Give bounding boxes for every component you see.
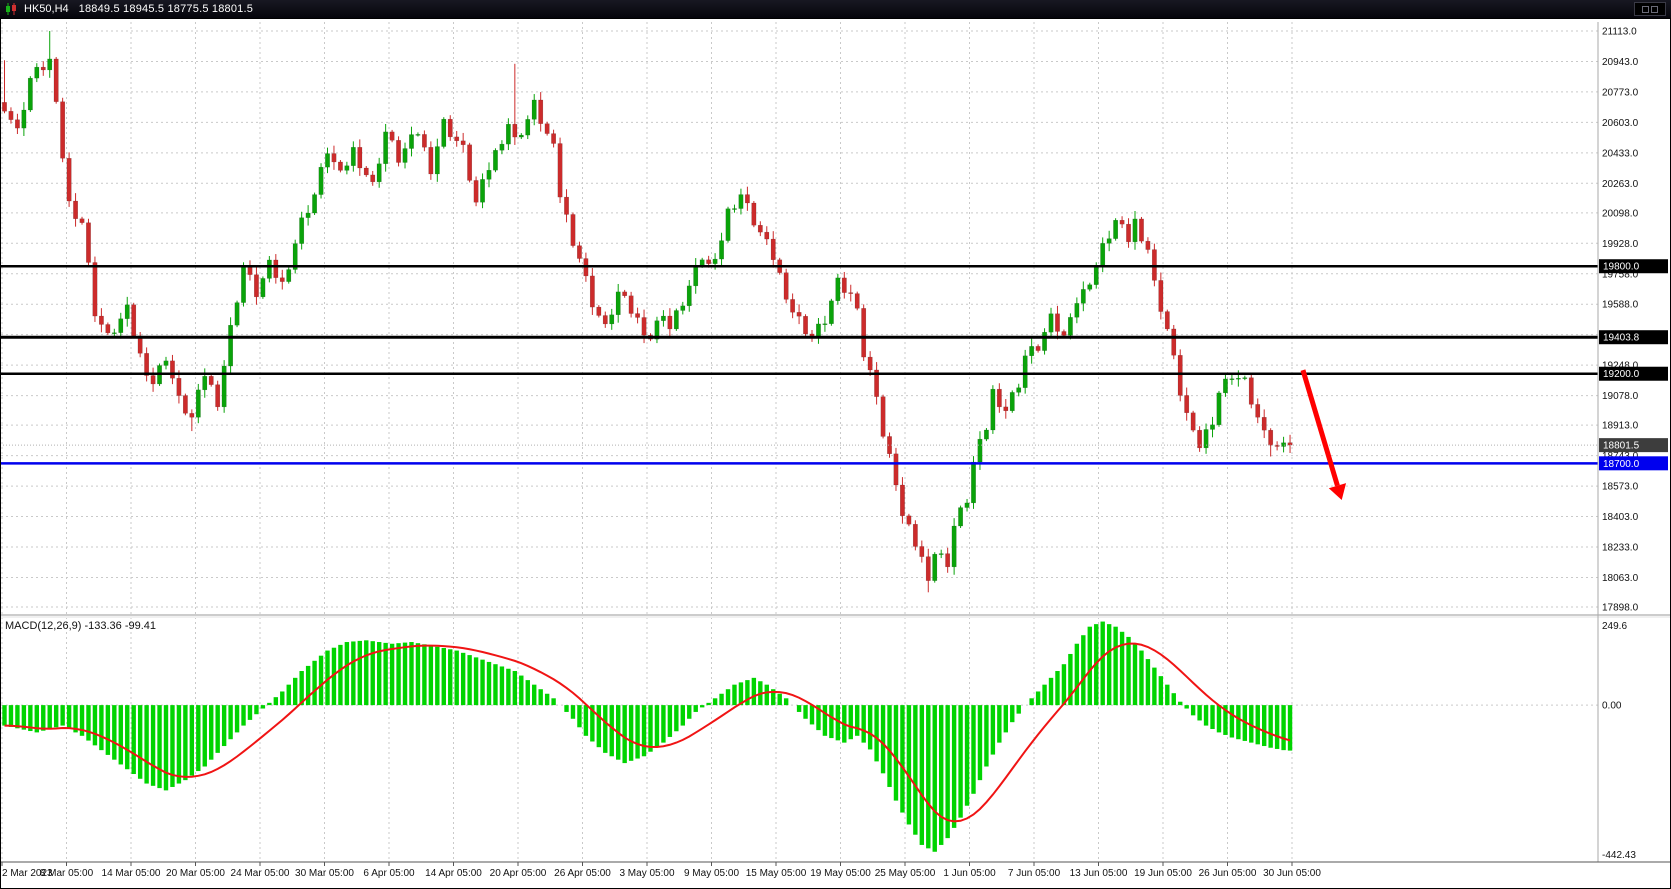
candlestick-chart-icon: [5, 3, 18, 15]
price-label-18700.0: [1599, 456, 1668, 471]
svg-text:26 Jun 05:00: 26 Jun 05:00: [1199, 868, 1257, 879]
svg-text:18403.0: 18403.0: [1602, 512, 1639, 523]
svg-text:18063.0: 18063.0: [1602, 573, 1639, 584]
svg-text:18913.0: 18913.0: [1602, 421, 1639, 432]
close-icon[interactable]: [1651, 5, 1658, 13]
chart-body: 21113.0 20943.0 20773.0 20603.0 20433.0 20263…: [0, 18, 1671, 889]
svg-text:19758.0: 19758.0: [1602, 269, 1639, 280]
svg-text:19928.0: 19928.0: [1602, 239, 1639, 250]
price-label-19800.0: [1599, 259, 1668, 274]
svg-text:17898.0: 17898.0: [1602, 603, 1639, 614]
svg-text:24 Mar 05:00: 24 Mar 05:00: [231, 868, 290, 879]
svg-text:19248.0: 19248.0: [1602, 361, 1639, 372]
trend-arrow[interactable]: [1300, 369, 1340, 487]
svg-text:19588.0: 19588.0: [1602, 300, 1639, 311]
svg-text:14 Mar 05:00: 14 Mar 05:00: [102, 868, 161, 879]
macd-histogram: [2, 621, 1293, 852]
svg-text:0.00: 0.00: [1602, 701, 1622, 712]
svg-text:18700.0: 18700.0: [1603, 459, 1640, 470]
svg-text:30 Jun 05:00: 30 Jun 05:00: [1263, 868, 1321, 879]
svg-text:19200.0: 19200.0: [1603, 369, 1640, 380]
svg-text:13 Jun 05:00: 13 Jun 05:00: [1070, 868, 1128, 879]
svg-text:7 Jun 05:00: 7 Jun 05:00: [1008, 868, 1061, 879]
restore-icon[interactable]: [1642, 5, 1649, 13]
svg-text:20433.0: 20433.0: [1602, 148, 1639, 159]
pane-separator[interactable]: [0, 614, 1671, 618]
svg-text:20098.0: 20098.0: [1602, 208, 1639, 219]
svg-text:2 Mar 2023: 2 Mar 2023: [2, 868, 53, 879]
svg-text:8 Mar 05:00: 8 Mar 05:00: [40, 868, 94, 879]
svg-text:19 Jun 05:00: 19 Jun 05:00: [1134, 868, 1192, 879]
svg-text:19800.0: 19800.0: [1603, 262, 1640, 273]
svg-text:-442.43: -442.43: [1602, 850, 1636, 861]
chart-ohlc-values: 18849.5 18945.5 18775.5 18801.5: [78, 3, 254, 15]
svg-text:19403.8: 19403.8: [1603, 333, 1640, 344]
current-price-label: [1599, 438, 1668, 453]
svg-text:6 Apr 05:00: 6 Apr 05:00: [363, 868, 415, 879]
svg-text:249.6: 249.6: [1602, 621, 1627, 632]
chart-symbol-period: HK50,H4: [24, 3, 69, 15]
price-label-19403.8: [1599, 330, 1668, 345]
chart-title-bar: HK50,H4 18849.5 18945.5 18775.5 18801.5: [0, 0, 1671, 18]
svg-text:20263.0: 20263.0: [1602, 179, 1639, 190]
svg-text:19078.0: 19078.0: [1602, 391, 1639, 402]
svg-text:1 Jun 05:00: 1 Jun 05:00: [943, 868, 996, 879]
svg-text:25 May 05:00: 25 May 05:00: [875, 868, 936, 879]
trend-arrow-head: [1328, 483, 1347, 501]
svg-text:20943.0: 20943.0: [1602, 57, 1639, 68]
svg-text:26 Apr 05:00: 26 Apr 05:00: [554, 868, 611, 879]
svg-text:30 Mar 05:00: 30 Mar 05:00: [295, 868, 354, 879]
svg-text:18573.0: 18573.0: [1602, 482, 1639, 493]
svg-text:21113.0: 21113.0: [1602, 27, 1637, 38]
svg-text:18801.5: 18801.5: [1603, 441, 1640, 452]
svg-text:3 May 05:00: 3 May 05:00: [619, 868, 674, 879]
svg-text:14 Apr 05:00: 14 Apr 05:00: [425, 868, 482, 879]
svg-text:15 May 05:00: 15 May 05:00: [746, 868, 807, 879]
chart-canvas[interactable]: 21113.0 20943.0 20773.0 20603.0 20433.0 20263…: [0, 18, 1671, 889]
chart-background: [0, 18, 1671, 889]
svg-text:20 Apr 05:00: 20 Apr 05:00: [490, 868, 547, 879]
svg-text:20773.0: 20773.0: [1602, 87, 1639, 98]
svg-text:20 Mar 05:00: 20 Mar 05:00: [166, 868, 225, 879]
svg-text:19 May 05:00: 19 May 05:00: [810, 868, 871, 879]
price-label-19200.0: [1599, 366, 1668, 381]
window-controls[interactable]: [1634, 2, 1666, 16]
macd-signal-line: [4, 642, 1291, 823]
svg-text:9 May 05:00: 9 May 05:00: [684, 868, 739, 879]
svg-text:18233.0: 18233.0: [1602, 542, 1639, 553]
svg-text:20603.0: 20603.0: [1602, 118, 1639, 129]
